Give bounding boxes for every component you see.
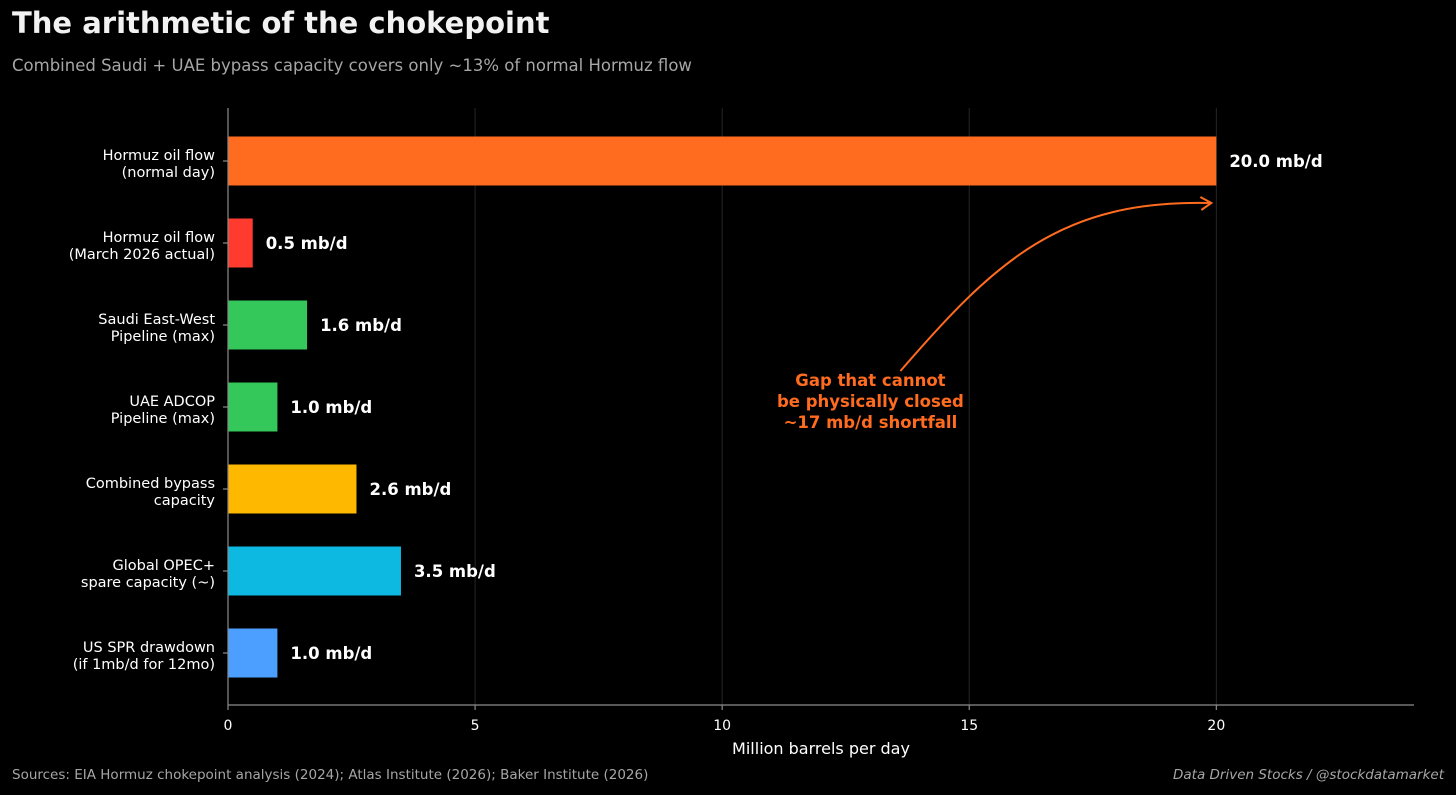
x-axis-title: Million barrels per day [732, 739, 910, 758]
category-label-line: capacity [154, 493, 216, 509]
annotation-arrow [899, 201, 1212, 372]
category-label: Hormuz oil flow (March 2026 actual) [69, 230, 215, 263]
bar [228, 628, 278, 678]
category-label: UAE ADCOP Pipeline (max) [111, 394, 216, 427]
value-label: 0.5 mb/d [266, 234, 348, 253]
arrowhead [1199, 196, 1214, 211]
bar [228, 136, 1217, 186]
gridlines [474, 108, 1217, 705]
annotation: Gap that cannot be physically closed ~17 m… [777, 196, 1214, 432]
x-tick-label: 0 [224, 718, 233, 734]
chart-subtitle: Combined Saudi + UAE bypass capacity cov… [12, 56, 692, 75]
category-label: Global OPEC+ spare capacity (~) [81, 558, 215, 591]
category-label-line: Hormuz oil flow [103, 230, 216, 246]
labels: 20.0 mb/d 0.5 mb/d 1.6 mb/d 1.0 mb/d 2.6 mb/… [266, 152, 1323, 663]
annotation-line: ~17 mb/d shortfall [784, 413, 958, 432]
value-label: 3.5 mb/d [414, 562, 496, 581]
bar [228, 300, 308, 350]
bars [228, 136, 1217, 678]
category-label-line: Pipeline (max) [111, 411, 215, 427]
category-label: Hormuz oil flow (normal day) [103, 148, 216, 181]
category-label: Saudi East-West Pipeline (max) [98, 312, 215, 345]
value-label: 1.0 mb/d [290, 398, 372, 417]
category-label-line: (March 2026 actual) [69, 247, 215, 263]
bar [228, 464, 357, 514]
category-label-line: spare capacity (~) [81, 575, 215, 591]
category-label-line: Pipeline (max) [111, 329, 215, 345]
sources-note: Sources: EIA Hormuz chokepoint analysis … [12, 767, 649, 783]
category-label-line: Global OPEC+ [113, 558, 215, 574]
category-label-line: (normal day) [122, 165, 215, 181]
x-tick-label: 15 [960, 718, 978, 734]
value-label: 1.6 mb/d [320, 316, 402, 335]
bar [228, 546, 401, 596]
annotation-line: Gap that cannot [795, 371, 945, 390]
bar [228, 218, 253, 268]
category-label-line: Hormuz oil flow [103, 148, 216, 164]
annotation-line: be physically closed [777, 392, 964, 411]
category-label-line: US SPR drawdown [83, 640, 215, 656]
chart-title: The arithmetic of the chokepoint [12, 6, 550, 40]
x-tick-label: 5 [471, 718, 480, 734]
axes: 0 5 10 15 20 Million barrels per day Hormuz oi… [69, 108, 1414, 758]
category-label-line: (if 1mb/d for 12mo) [73, 657, 215, 673]
category-label: Combined bypass capacity [86, 476, 216, 509]
value-label: 20.0 mb/d [1229, 152, 1322, 171]
category-label-line: Saudi East-West [98, 312, 215, 328]
x-tick-label: 10 [713, 718, 731, 734]
x-tick-label: 20 [1207, 718, 1225, 734]
value-label: 1.0 mb/d [290, 644, 372, 663]
category-label-line: Combined bypass [86, 476, 215, 492]
category-label: US SPR drawdown (if 1mb/d for 12mo) [73, 640, 215, 673]
credit-note: Data Driven Stocks / @stockdatamarket [1172, 767, 1444, 783]
value-label: 2.6 mb/d [369, 480, 451, 499]
category-label-line: UAE ADCOP [129, 394, 215, 410]
annotation-text: Gap that cannot be physically closed ~17 m… [777, 371, 964, 432]
bar [228, 382, 278, 432]
